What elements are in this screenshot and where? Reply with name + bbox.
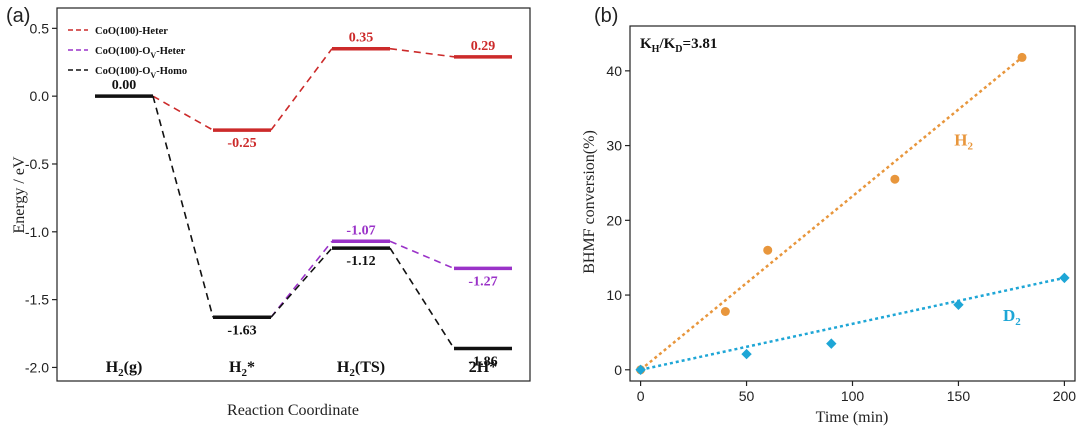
x-axis-label-b: Time (min) bbox=[816, 409, 889, 426]
energy-value-label: 0.35 bbox=[349, 31, 374, 46]
plot-frame-a bbox=[56, 7, 531, 382]
data-point-h2 bbox=[890, 174, 900, 184]
x-tick-label-b: 100 bbox=[841, 388, 865, 404]
data-point-h2 bbox=[763, 245, 773, 255]
data-point-d2 bbox=[635, 364, 646, 375]
y-tick-label-b: 40 bbox=[606, 63, 622, 79]
y-tick-label-b: 10 bbox=[606, 287, 622, 303]
energy-connector bbox=[152, 95, 214, 318]
y-tick-label-a: -1.0 bbox=[25, 224, 49, 240]
category-label: H2* bbox=[229, 359, 255, 379]
data-point-d2 bbox=[826, 338, 837, 349]
category-label: H2(g) bbox=[106, 359, 143, 379]
energy-connector bbox=[152, 95, 214, 131]
category-label: 2H* bbox=[469, 359, 497, 376]
y-tick-label-a: 0.0 bbox=[30, 88, 50, 104]
x-tick-label-b: 150 bbox=[947, 388, 971, 404]
energy-connector bbox=[270, 247, 333, 318]
y-tick-label-a: -2.0 bbox=[25, 359, 49, 375]
fit-line bbox=[640, 276, 1065, 372]
series-label: D2 bbox=[1003, 306, 1021, 328]
data-point-d2 bbox=[1059, 272, 1070, 284]
energy-value-label: 0.29 bbox=[471, 39, 496, 54]
x-tick-label-b: 200 bbox=[1053, 388, 1077, 404]
y-tick-label-a: -1.5 bbox=[25, 292, 49, 308]
series-label: H2 bbox=[954, 131, 973, 153]
panel-label-b: (b) bbox=[594, 5, 618, 27]
y-tick-label-a: -0.5 bbox=[25, 156, 49, 172]
series-b: H2 D2 bbox=[635, 52, 1070, 375]
energy-value-label: -1.27 bbox=[468, 274, 497, 289]
data-point-d2 bbox=[953, 299, 964, 310]
rate-ratio-text: KH/KD=3.81 bbox=[640, 36, 717, 55]
data-point-h2 bbox=[720, 306, 730, 316]
x-tick-label-b: 50 bbox=[739, 388, 755, 404]
legend-entry: CoO(100)-OV-Homo bbox=[95, 66, 187, 80]
energy-value-label: 0.00 bbox=[112, 78, 137, 93]
y-tick-label-b: 0 bbox=[614, 362, 622, 378]
y-tick-label-b: 20 bbox=[606, 212, 622, 228]
energy-value-label: -0.25 bbox=[227, 136, 256, 151]
x-tick-label-b: 0 bbox=[637, 388, 645, 404]
data-point-d2 bbox=[741, 348, 752, 360]
x-axis-label-a: Reaction Coordinate bbox=[227, 402, 359, 419]
legend-entry: CoO(100)-OV-Heter bbox=[95, 46, 186, 60]
plot-frame-b bbox=[629, 25, 1076, 382]
energy-connector bbox=[270, 48, 333, 131]
panel-label-a: (a) bbox=[6, 5, 30, 27]
y-axis-label-b: BHMF conversion(%) bbox=[581, 130, 598, 274]
fit-line bbox=[639, 56, 1023, 371]
rate-ratio-annotation: KH/KD=3.81 bbox=[640, 36, 717, 55]
energy-value-label: -1.12 bbox=[346, 254, 375, 269]
y-tick-label-b: 30 bbox=[606, 138, 622, 154]
energy-profile-chart: (a) 0.5 0.0 -0.5 -1.0 -1.5 -2.0 Energy / eV R… bbox=[6, 5, 531, 419]
y-tick-label-a: 0.5 bbox=[30, 20, 50, 36]
category-label: H2(TS) bbox=[337, 359, 385, 379]
data-point-h2 bbox=[1017, 52, 1027, 62]
energy-value-label: -1.63 bbox=[227, 323, 256, 338]
energy-value-label: -1.07 bbox=[346, 223, 375, 238]
y-axis-label-a: Energy / eV bbox=[11, 156, 28, 233]
axes-b: 0 50 100 150 200 0 10 20 30 40 bbox=[606, 63, 1076, 404]
conversion-chart: (b) 0 50 100 150 200 0 10 20 30 40 BHMF conversio… bbox=[581, 5, 1076, 426]
series-a: -0.25 0.35 0.29 -1.07 -1.27 0.00 -1.63 -1.12 -1.… bbox=[95, 31, 512, 369]
legend-entry: CoO(100)-Heter bbox=[95, 26, 168, 37]
y-axis-a: 0.5 0.0 -0.5 -1.0 -1.5 -2.0 bbox=[25, 20, 57, 375]
energy-connector bbox=[389, 247, 455, 349]
categories-a: H2(g) H2* H2(TS) 2H* bbox=[106, 359, 498, 379]
energy-connector bbox=[389, 47, 455, 58]
energy-value-label: -1.86 bbox=[468, 354, 497, 369]
legend-a: CoO(100)-Heter CoO(100)-OV-Heter CoO(100)-… bbox=[68, 26, 187, 80]
